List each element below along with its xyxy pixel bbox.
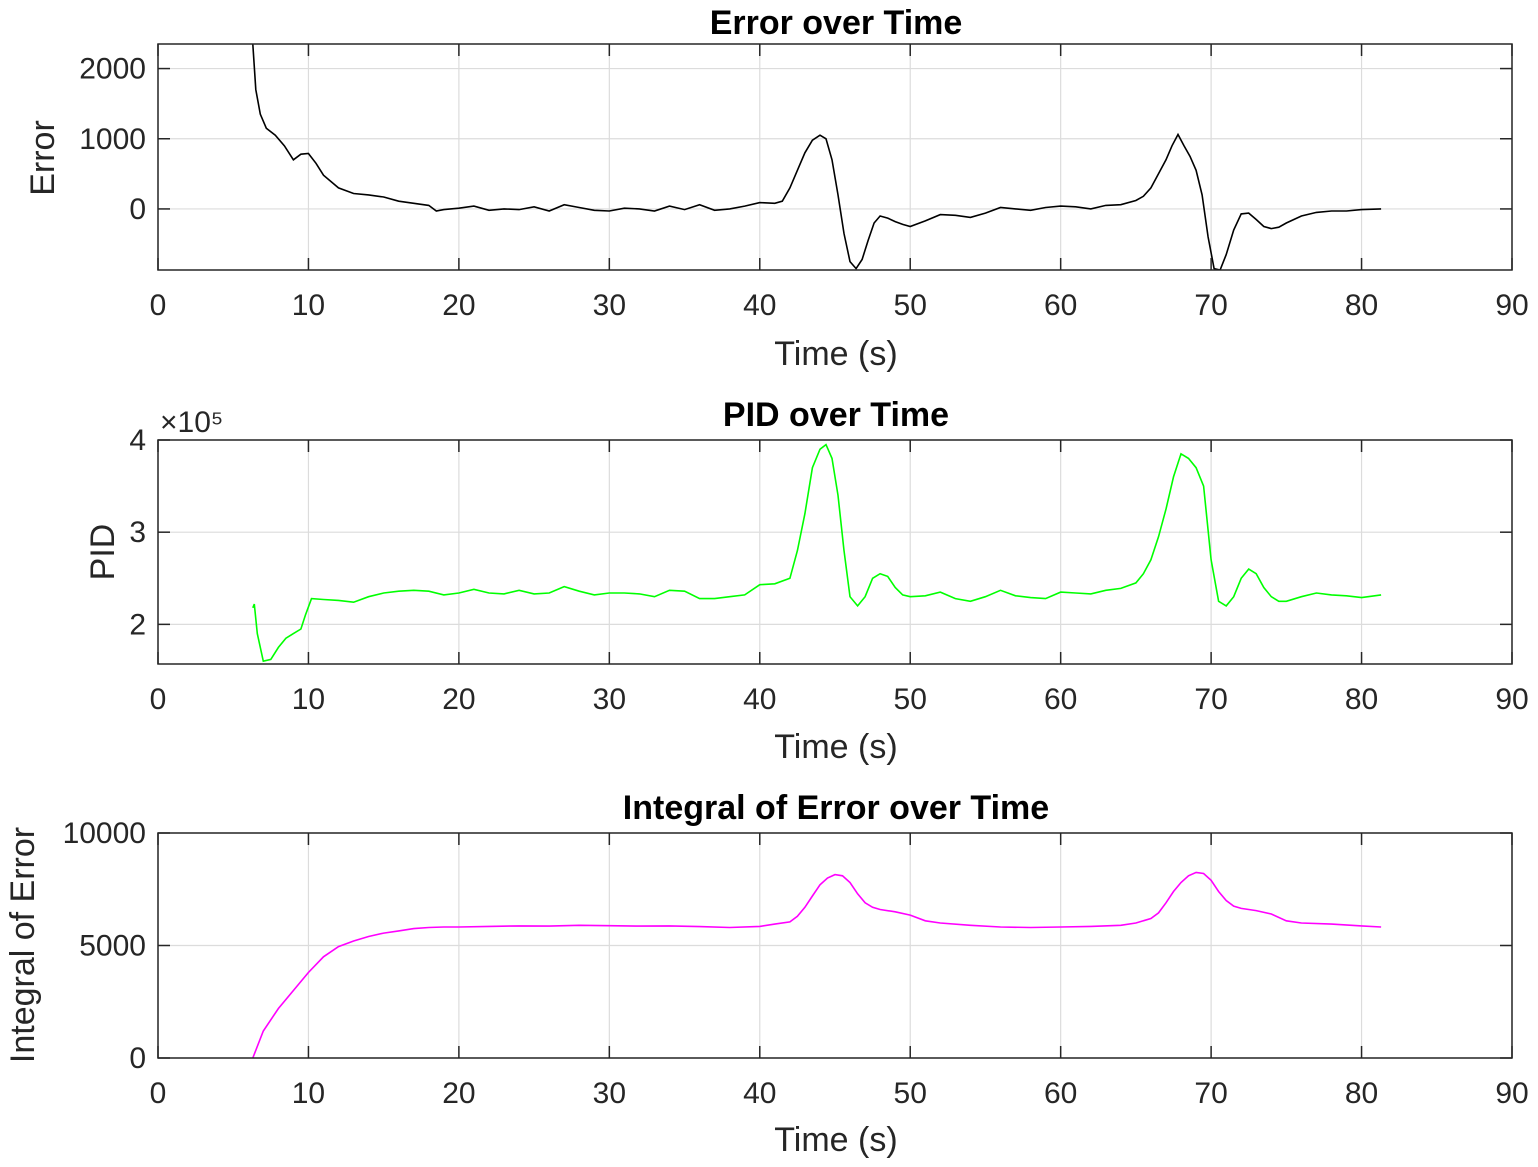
pid-x-tick-label: 10 [292, 683, 325, 716]
pid-axes-frame [157, 439, 1513, 665]
pid-y-tick-label: 2 [129, 608, 146, 641]
pid-subplot: 0 10 20 30 40 50 60 70 80 90 2 3 4 PID over Time Time … [84, 396, 1529, 766]
error-y-tick-label: 0 [129, 193, 146, 226]
integral-series-line [252, 871, 1382, 1058]
integral-y-tick-label: 0 [129, 1042, 146, 1075]
pid-x-tick-label: 70 [1194, 683, 1227, 716]
pid-x-tick-label: 40 [743, 683, 776, 716]
integral-x-tick-label: 30 [593, 1077, 626, 1110]
error-x-tick-label: 10 [292, 289, 325, 322]
error-chart-title: Error over Time [710, 4, 963, 42]
pid-x-tick-label: 20 [442, 683, 475, 716]
error-axes-frame [157, 43, 1513, 271]
error-y-tick-label: 2000 [79, 53, 146, 86]
integral-x-tick-label: 70 [1194, 1077, 1227, 1110]
integral-x-tick-label: 20 [442, 1077, 475, 1110]
pid-exponent-label: ×10⁵ [160, 406, 223, 439]
integral-x-tick-label: 80 [1345, 1077, 1378, 1110]
error-x-tick-label: 70 [1194, 289, 1227, 322]
error-x-tick-label: 20 [442, 289, 475, 322]
error-y-tick-label: 1000 [79, 123, 146, 156]
error-x-tick-label: 60 [1044, 289, 1077, 322]
pid-x-axis-label: Time (s) [774, 728, 897, 766]
error-y-axis-label: Error [24, 120, 62, 196]
integral-x-tick-label: 40 [743, 1077, 776, 1110]
pid-y-tick-label: 3 [129, 516, 146, 549]
integral-x-tick-label: 50 [894, 1077, 927, 1110]
integral-chart-title: Integral of Error over Time [623, 789, 1049, 827]
pid-x-tick-label: 60 [1044, 683, 1077, 716]
pid-x-tick-label: 50 [894, 683, 927, 716]
pid-y-axis-label: PID [84, 524, 122, 581]
error-x-axis-label: Time (s) [774, 335, 897, 373]
error-x-tick-label: 0 [150, 289, 167, 322]
integral-y-tick-label: 10000 [63, 817, 146, 850]
integral-subplot: 0 10 20 30 40 50 60 70 80 90 0 5000 10000 Integral of… [4, 789, 1529, 1159]
integral-x-tick-label: 10 [292, 1077, 325, 1110]
pid-x-tick-label: 30 [593, 683, 626, 716]
pid-chart-title: PID over Time [723, 396, 949, 434]
error-subplot: 0 10 20 30 40 50 60 70 80 90 0 1000 2000 Error over T… [24, 4, 1529, 373]
pid-y-tick-label: 4 [129, 424, 146, 457]
error-x-tick-label: 90 [1495, 289, 1528, 322]
error-x-tick-label: 30 [593, 289, 626, 322]
pid-x-tick-label: 80 [1345, 683, 1378, 716]
error-x-tick-label: 80 [1345, 289, 1378, 322]
error-plot-area [158, 44, 1512, 270]
error-x-tick-label: 50 [894, 289, 927, 322]
integral-x-tick-label: 90 [1495, 1077, 1528, 1110]
integral-x-tick-label: 0 [150, 1077, 167, 1110]
error-series-line [252, 44, 1382, 270]
integral-x-tick-label: 60 [1044, 1077, 1077, 1110]
pid-x-tick-label: 0 [150, 683, 167, 716]
error-x-tick-label: 40 [743, 289, 776, 322]
pid-series-line [252, 443, 1382, 663]
integral-x-axis-label: Time (s) [774, 1121, 897, 1159]
integral-y-tick-label: 5000 [79, 930, 146, 963]
integral-y-axis-label: Integral of Error [4, 827, 42, 1063]
pid-x-tick-label: 90 [1495, 683, 1528, 716]
